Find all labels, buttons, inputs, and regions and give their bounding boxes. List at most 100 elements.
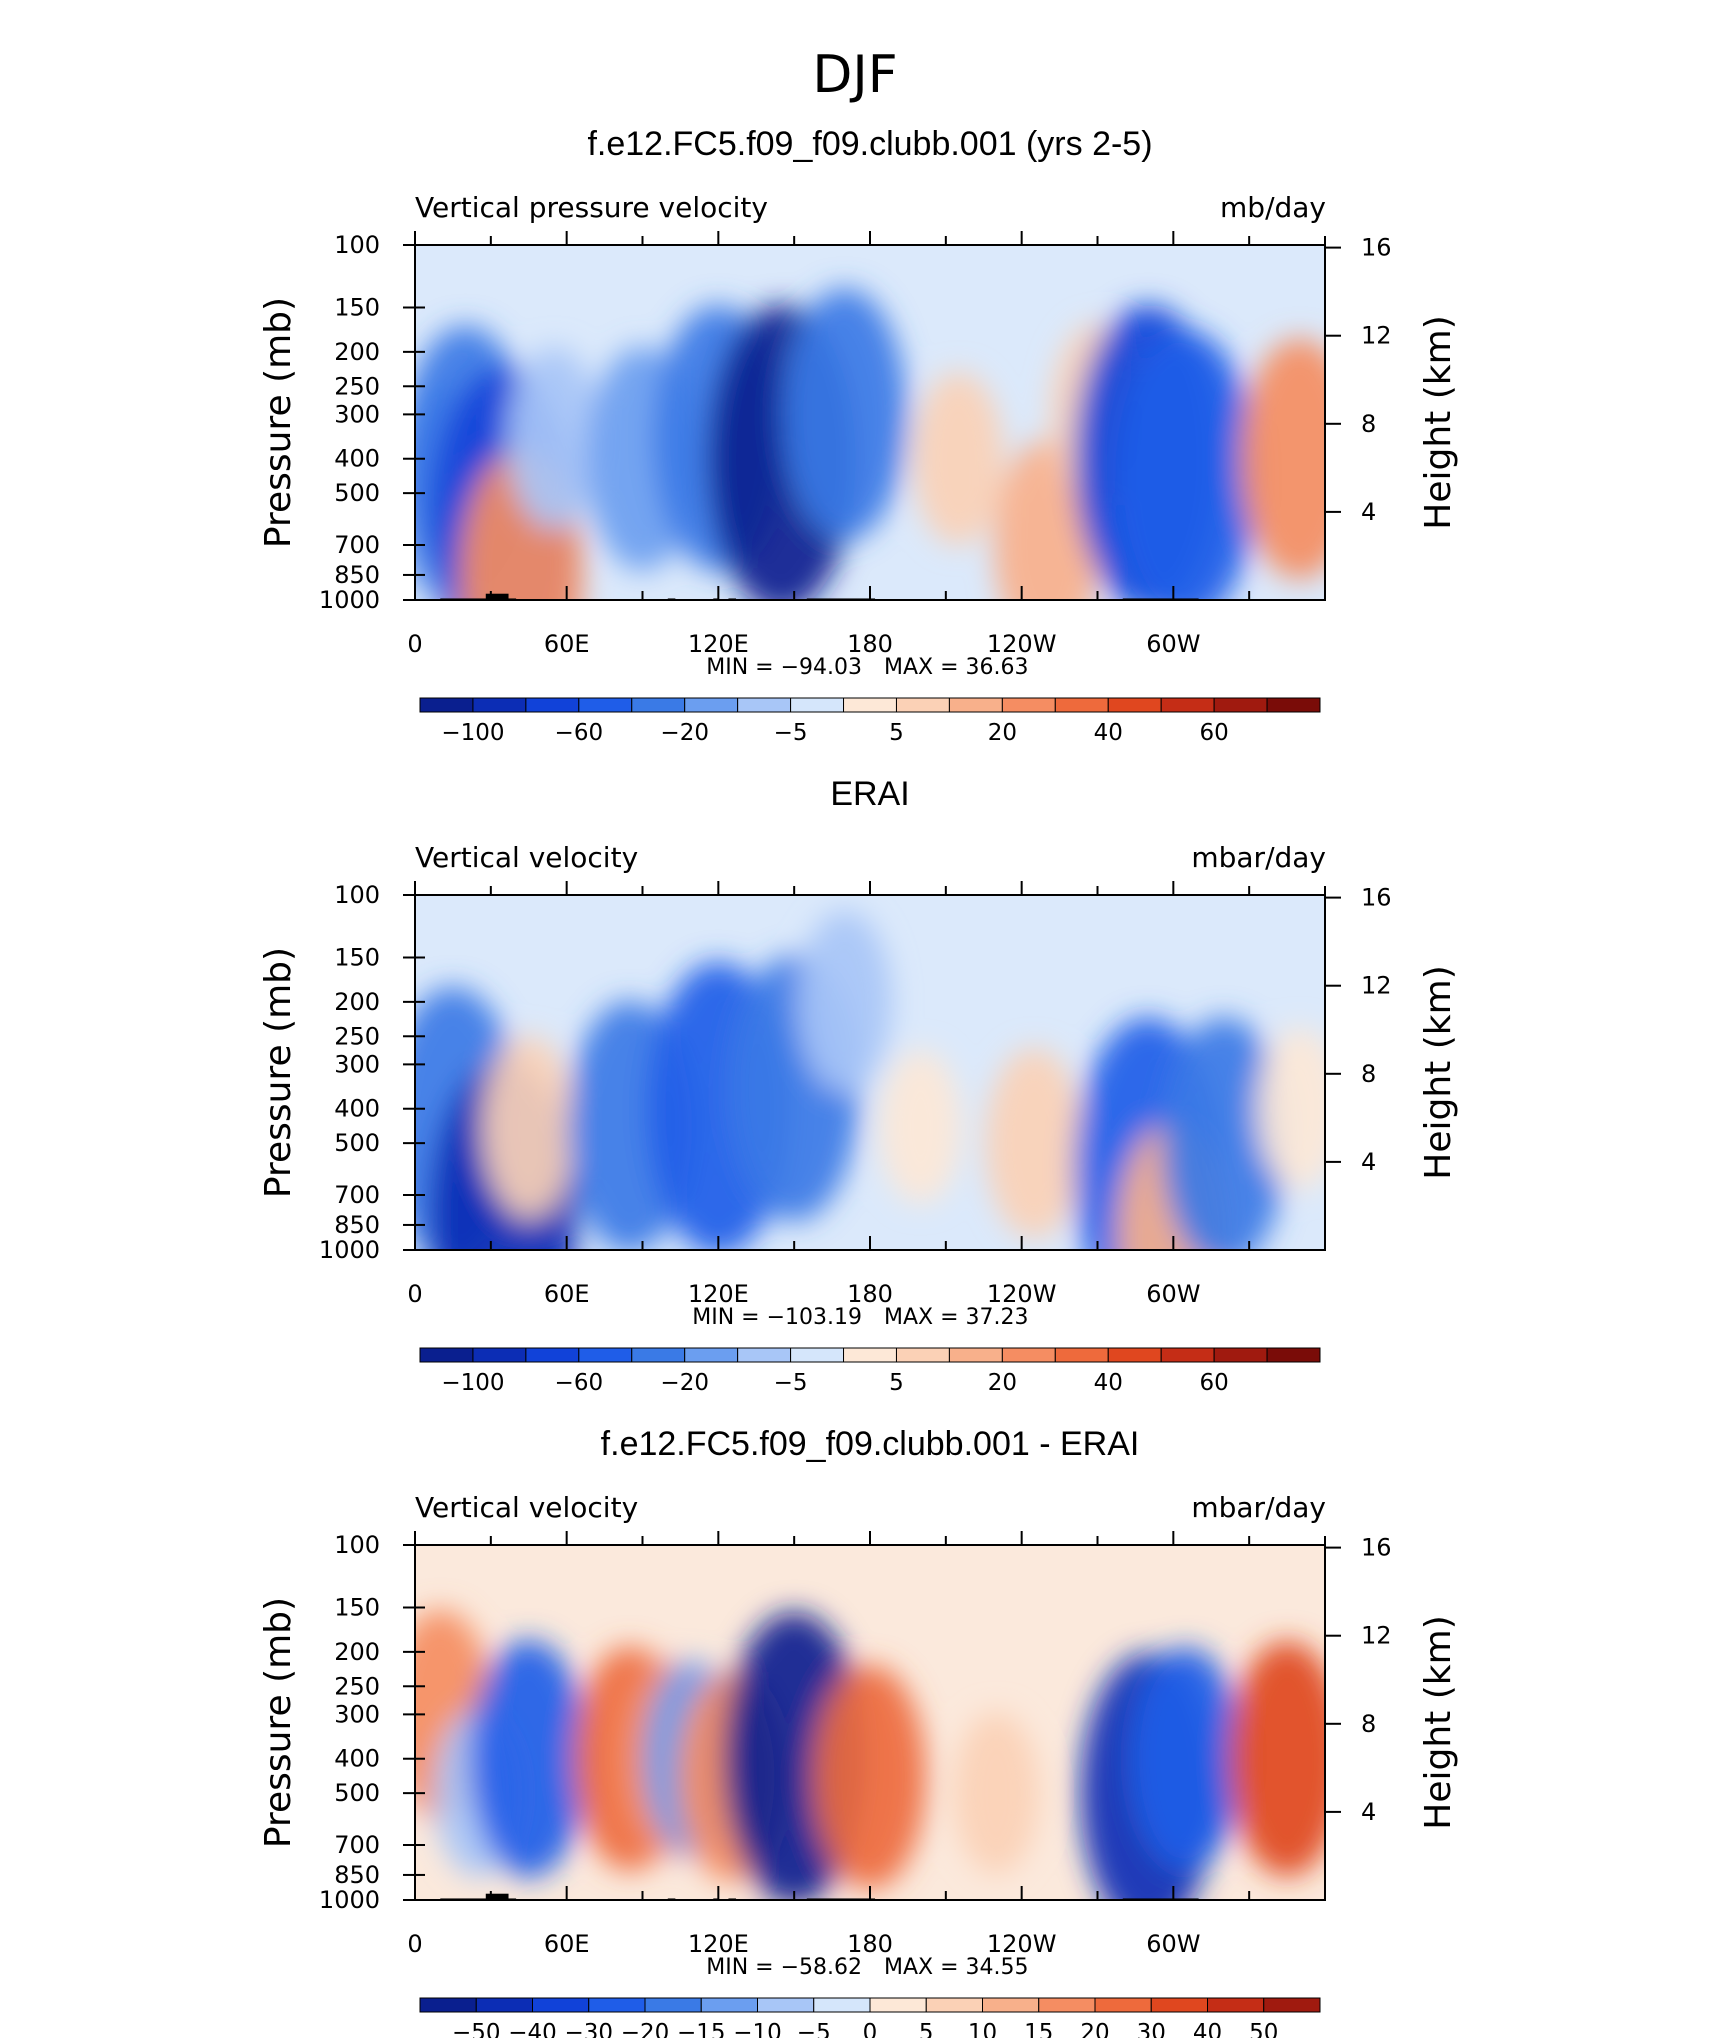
y-tick-label: 200 — [334, 988, 380, 1016]
colorbar-box — [895, 1347, 950, 1363]
panel-title: ERAI — [830, 775, 909, 813]
y-tick-label: 250 — [334, 1022, 380, 1050]
x-tick-label: 60W — [1146, 1280, 1200, 1308]
colorbar-label: 50 — [1249, 2020, 1278, 2038]
min-value: MIN = −94.03 — [706, 655, 862, 680]
y-tick-label: 700 — [334, 1181, 380, 1209]
field-layer — [415, 288, 1325, 600]
colorbar-label: −15 — [677, 2020, 726, 2038]
colorbar-box — [578, 697, 633, 713]
colorbar-label: −5 — [797, 2020, 831, 2038]
colorbar-box — [419, 1347, 474, 1363]
colorbar-box — [737, 1347, 792, 1363]
colorbar-label: −5 — [774, 720, 808, 746]
colorbar-box — [419, 1997, 477, 2013]
colorbar-label: 40 — [1094, 1370, 1123, 1396]
colorbar-label: 0 — [863, 2020, 878, 2038]
colorbar-box — [1266, 1347, 1321, 1363]
colorbar-box — [1160, 1347, 1215, 1363]
y-axis-title: Pressure (mb) — [258, 297, 299, 548]
x-tick-label: 60W — [1146, 630, 1200, 658]
max-value: MAX = 37.23 — [884, 1305, 1029, 1330]
colorbar-box — [631, 1347, 686, 1363]
colorbar-label: −100 — [441, 1370, 504, 1396]
colorbar-label: −60 — [555, 1370, 604, 1396]
units-label: mb/day — [1220, 191, 1326, 224]
y-tick-label: 400 — [334, 1745, 380, 1773]
field-cell — [469, 1639, 588, 1878]
y-tick-label: 1000 — [319, 1886, 380, 1914]
land-mask — [485, 1893, 509, 1900]
y2-tick-label: 12 — [1361, 972, 1392, 1000]
colorbar-box — [700, 1997, 758, 2013]
units-label: mbar/day — [1191, 841, 1326, 874]
units-label: mbar/day — [1191, 1491, 1326, 1524]
colorbar-label: 5 — [919, 2020, 934, 2038]
colorbar-box — [1150, 1997, 1208, 2013]
chart-panel-3: f.e12.FC5.f09_f09.clubb.001 - ERAI Vertic… — [258, 1425, 1459, 2038]
y-tick-label: 250 — [334, 1672, 380, 1700]
colorbar-label: 5 — [889, 720, 904, 746]
colorbar-box — [982, 1997, 1040, 2013]
y2-axis-title: Height (km) — [1418, 1615, 1459, 1829]
field-cell — [879, 1049, 962, 1204]
colorbar-box — [925, 1997, 983, 2013]
field-layer — [415, 910, 1325, 1250]
max-value: MAX = 36.63 — [884, 655, 1029, 680]
colorbar-box — [948, 697, 1003, 713]
colorbar-box — [1213, 697, 1268, 713]
colorbar-box — [1094, 1997, 1152, 2013]
y-tick-label: 500 — [334, 1129, 380, 1157]
y2-axis-title: Height (km) — [1418, 965, 1459, 1179]
y-tick-label: 1000 — [319, 586, 380, 614]
colorbar-label: −50 — [452, 2020, 501, 2038]
colorbar-label: −100 — [441, 720, 504, 746]
y2-axis-title: Height (km) — [1418, 315, 1459, 529]
colorbar-box — [472, 697, 527, 713]
colorbar-box — [1038, 1997, 1096, 2013]
field-cell — [1161, 1017, 1286, 1250]
variable-label: Vertical velocity — [415, 1491, 638, 1524]
colorbar-box — [1107, 1347, 1162, 1363]
y-tick-label: 300 — [334, 1050, 380, 1078]
y-tick-label: 100 — [334, 881, 380, 909]
variable-label: Vertical pressure velocity — [415, 191, 768, 224]
panel-title: f.e12.FC5.f09_f09.clubb.001 (yrs 2-5) — [587, 125, 1152, 163]
y2-tick-label: 16 — [1361, 234, 1392, 262]
x-tick-label: 0 — [407, 1930, 422, 1958]
colorbar-label: 20 — [1080, 2020, 1109, 2038]
colorbar-label: 60 — [1199, 1370, 1228, 1396]
x-tick-label: 180 — [847, 1280, 893, 1308]
colorbar-label: −10 — [733, 2020, 782, 2038]
field-cell — [1256, 1027, 1325, 1190]
y2-tick-label: 8 — [1361, 410, 1376, 438]
colorbar-box — [1263, 1997, 1321, 2013]
colorbar-box — [419, 697, 474, 713]
colorbar-label: −20 — [621, 2020, 670, 2038]
colorbar-box — [644, 1997, 702, 2013]
field-cell — [1228, 1641, 1325, 1877]
colorbar-box — [525, 1347, 580, 1363]
colorbar-box — [631, 697, 686, 713]
field-cell — [814, 1664, 926, 1889]
field-cell — [782, 288, 907, 541]
colorbar-box — [1266, 697, 1321, 713]
colorbar-label: −30 — [564, 2020, 613, 2038]
y-tick-label: 150 — [334, 1594, 380, 1622]
y-tick-label: 850 — [334, 561, 380, 589]
colorbar-box — [684, 1347, 739, 1363]
colorbar-label: 60 — [1199, 720, 1228, 746]
y-tick-label: 850 — [334, 1861, 380, 1889]
chart-panel-1: f.e12.FC5.f09_f09.clubb.001 (yrs 2-5) Ver… — [258, 125, 1459, 746]
colorbar-label: 40 — [1094, 720, 1123, 746]
colorbar-box — [525, 697, 580, 713]
colorbar-box — [1160, 697, 1215, 713]
colorbar-box — [1107, 697, 1162, 713]
chart-panel-2: ERAI Vertical velocity mbar/day 0 60E 120E 180… — [258, 775, 1459, 1396]
y-tick-label: 100 — [334, 1531, 380, 1559]
colorbar-box — [1001, 1347, 1056, 1363]
x-tick-label: 60E — [544, 1280, 590, 1308]
y-tick-label: 150 — [334, 294, 380, 322]
colorbar-label: 20 — [988, 720, 1017, 746]
panels: f.e12.FC5.f09_f09.clubb.001 (yrs 2-5) Ver… — [258, 125, 1459, 2038]
